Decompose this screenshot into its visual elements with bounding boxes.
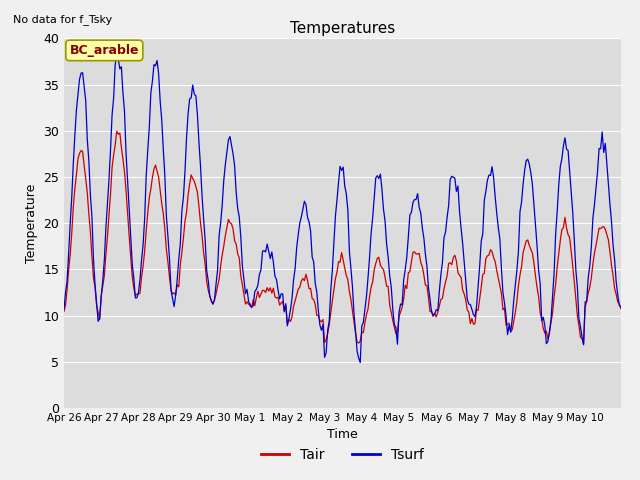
Y-axis label: Temperature: Temperature	[25, 183, 38, 263]
Tsurf	[255, 272, 263, 277]
Line: Tair: Tair	[64, 132, 621, 344]
Tsurf	[113, 53, 120, 59]
Text: BC_arable: BC_arable	[70, 44, 139, 57]
Tair	[255, 295, 263, 300]
Tsurf	[305, 219, 313, 225]
Tair	[580, 341, 588, 347]
Line: Tsurf: Tsurf	[64, 56, 621, 362]
Tsurf	[246, 303, 254, 309]
Tsurf	[130, 275, 138, 281]
Tsurf	[60, 306, 68, 312]
Tair	[589, 261, 596, 267]
Tair	[228, 221, 236, 227]
Tair	[113, 129, 120, 134]
Tsurf	[228, 143, 236, 148]
Tsurf	[356, 360, 364, 365]
Tair	[246, 301, 254, 307]
Tair	[60, 309, 68, 314]
Tsurf	[617, 304, 625, 310]
Tair	[305, 286, 313, 291]
Legend: Tair, Tsurf: Tair, Tsurf	[255, 443, 429, 468]
Text: No data for f_Tsky: No data for f_Tsky	[13, 14, 112, 25]
Title: Temperatures: Temperatures	[290, 21, 395, 36]
Tsurf	[589, 216, 596, 221]
X-axis label: Time: Time	[327, 429, 358, 442]
Tair	[130, 285, 138, 291]
Tair	[617, 306, 625, 312]
